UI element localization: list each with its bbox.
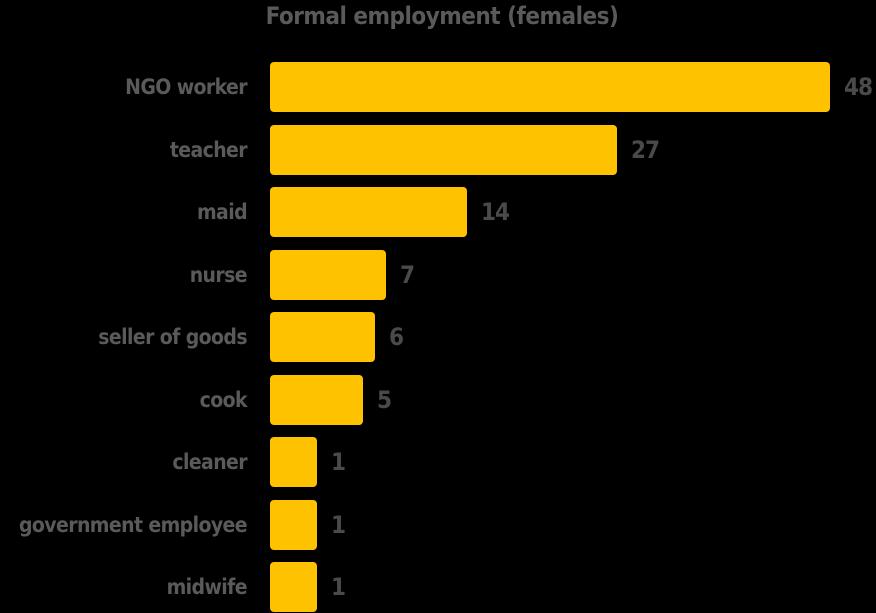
bar	[270, 437, 317, 487]
category-label: maid	[196, 200, 248, 224]
bar-row: nurse 7	[0, 250, 876, 300]
value-label: 14	[481, 198, 510, 226]
category-label: government employee	[18, 513, 248, 537]
bar	[270, 125, 617, 175]
category-label: nurse	[189, 263, 248, 287]
bar	[270, 500, 317, 550]
value-label: 1	[331, 511, 346, 539]
bar	[270, 187, 467, 237]
value-label: 5	[377, 386, 392, 414]
bar-row: cleaner 1	[0, 437, 876, 487]
category-label: cleaner	[172, 450, 247, 474]
bar	[270, 562, 317, 612]
value-label: 6	[389, 323, 404, 351]
chart-title: Formal employment (females)	[265, 2, 619, 30]
bar	[270, 312, 375, 362]
category-label: NGO worker	[125, 75, 247, 99]
bar-row: teacher 27	[0, 125, 876, 175]
bar	[270, 375, 363, 425]
bar-row: government employee 1	[0, 500, 876, 550]
bar-row: seller of goods 6	[0, 312, 876, 362]
bar-row: midwife 1	[0, 562, 876, 612]
category-label: midwife	[166, 575, 248, 599]
category-label: seller of goods	[98, 325, 247, 349]
value-label: 27	[631, 136, 660, 164]
value-label: 1	[331, 573, 346, 601]
value-label: 1	[331, 448, 346, 476]
bar-row: maid 14	[0, 187, 876, 237]
bar-row: cook 5	[0, 375, 876, 425]
category-label: cook	[199, 388, 248, 412]
bar-row: NGO worker 48	[0, 62, 876, 112]
bar	[270, 62, 830, 112]
category-label: teacher	[169, 138, 248, 162]
value-label: 48	[844, 73, 873, 101]
bar	[270, 250, 386, 300]
value-label: 7	[400, 261, 415, 289]
